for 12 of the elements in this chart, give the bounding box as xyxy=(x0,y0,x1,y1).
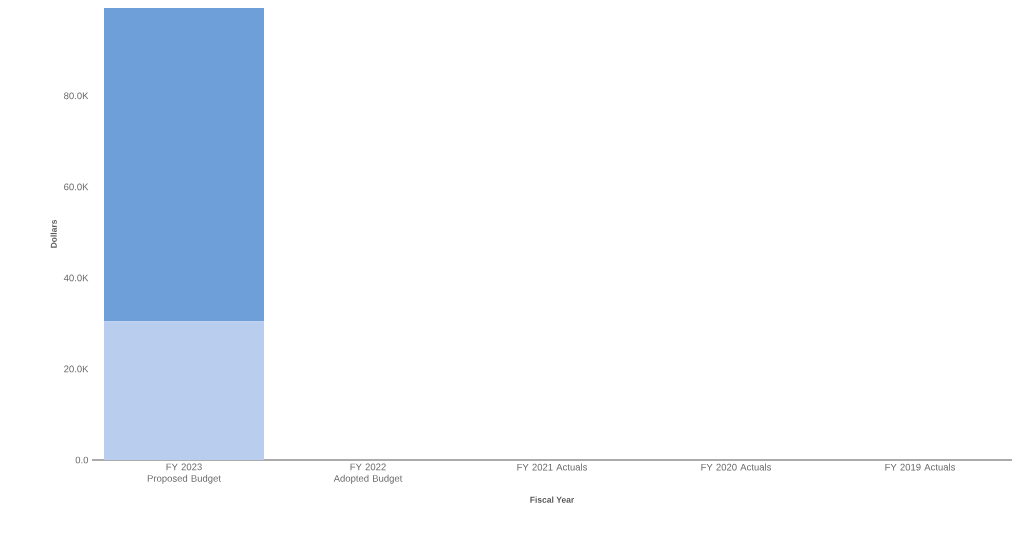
y-axis-title: Dollars xyxy=(50,219,57,248)
y-tick-label: 80.0K xyxy=(64,92,89,100)
x-tick-label: FY 2019 Actuals xyxy=(885,463,956,471)
x-tick-label: FY 2020 Actuals xyxy=(701,463,772,471)
x-tick-label: FY 2021 Actuals xyxy=(517,463,588,471)
y-tick-label: 60.0K xyxy=(64,183,89,191)
x-tick-label: FY 2022 Adopted Budget xyxy=(333,463,403,484)
y-tick-label: 20.0K xyxy=(64,365,89,373)
x-tick-label: FY 2023 Proposed Budget xyxy=(147,463,221,484)
y-tick-label: 40.0K xyxy=(63,274,89,282)
x-axis-title: Fiscal Year xyxy=(530,496,575,503)
y-tick-label: 0.0 xyxy=(75,456,89,464)
